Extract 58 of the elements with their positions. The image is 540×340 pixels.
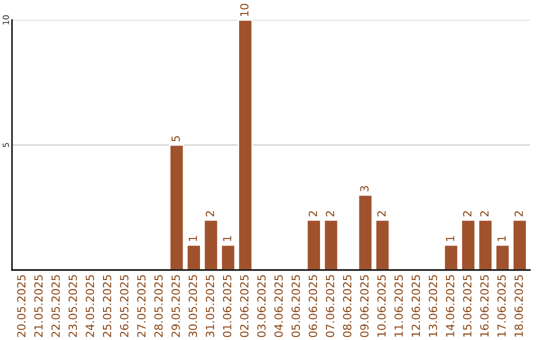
x-tick-label: 08.06.2025 — [343, 275, 352, 338]
x-tick-label: 09.06.2025 — [360, 275, 369, 338]
x-tick-label: 31.05.2025 — [206, 275, 214, 337]
bar — [512, 219, 528, 270]
x-tick-label: 28.05.2025 — [154, 275, 163, 337]
x-tick-label: 05.06.2025 — [292, 275, 300, 338]
x-tick-label: 25.05.2025 — [102, 275, 112, 337]
data-label: 2 — [206, 211, 214, 216]
x-tick-label: 21.05.2025 — [34, 275, 43, 337]
bar — [186, 244, 202, 270]
bar — [460, 219, 476, 270]
bar — [358, 194, 373, 270]
data-label: 1 — [188, 236, 197, 241]
data-label: 1 — [446, 236, 454, 241]
data-label: 2 — [326, 211, 334, 216]
x-tick-label: 01.06.2025 — [222, 275, 232, 338]
x-tick-label: 03.06.2025 — [257, 275, 266, 338]
x-tick-label: 15.06.2025 — [463, 275, 472, 337]
x-tick-label: 26.05.2025 — [120, 275, 128, 337]
bar — [478, 219, 493, 270]
bar — [374, 219, 390, 270]
x-tick-label: 18.06.2025 — [514, 275, 523, 337]
x-tick-label: 17.06.2025 — [497, 275, 506, 337]
x-tick-label: 02.06.2025 — [240, 275, 248, 338]
bar — [495, 244, 510, 270]
x-tick-label: 13.06.2025 — [428, 275, 438, 337]
x-tick-label: 23.05.2025 — [68, 275, 77, 337]
x-tick-label: 10.06.2025 — [377, 275, 386, 337]
x-tick-label: 06.06.2025 — [308, 275, 318, 338]
data-label: 2 — [308, 211, 317, 216]
x-tick-label: 24.05.2025 — [86, 275, 94, 337]
bar — [323, 219, 339, 270]
x-tick-label: 12.06.2025 — [412, 275, 420, 337]
x-tick-label: 16.06.2025 — [480, 275, 489, 337]
data-label: 10 — [240, 4, 248, 16]
x-tick-label: 14.06.2025 — [446, 275, 454, 337]
x-tick-label: 20.05.2025 — [17, 275, 26, 337]
data-label: 1 — [498, 236, 506, 241]
data-label: 1 — [223, 236, 232, 241]
x-tick-label: 07.06.2025 — [326, 275, 334, 338]
x-tick-label: 29.05.2025 — [171, 275, 180, 337]
x-tick-label: 04.06.2025 — [274, 275, 283, 338]
x-tick-label: 30.05.2025 — [188, 275, 198, 337]
bar — [203, 219, 219, 270]
bar — [238, 20, 253, 270]
data-label: 3 — [360, 186, 369, 192]
data-label: 2 — [377, 211, 386, 216]
bar — [444, 244, 459, 270]
x-tick-label: 22.05.2025 — [51, 275, 60, 337]
bar — [220, 244, 236, 270]
data-label: 2 — [480, 211, 488, 216]
x-tick-label: 11.06.2025 — [394, 275, 403, 337]
bar — [306, 219, 322, 270]
data-label: 2 — [463, 211, 472, 216]
data-label: 5 — [172, 136, 180, 142]
data-label: 2 — [514, 211, 523, 216]
x-tick-label: 27.05.2025 — [137, 275, 146, 337]
bar — [169, 144, 184, 270]
